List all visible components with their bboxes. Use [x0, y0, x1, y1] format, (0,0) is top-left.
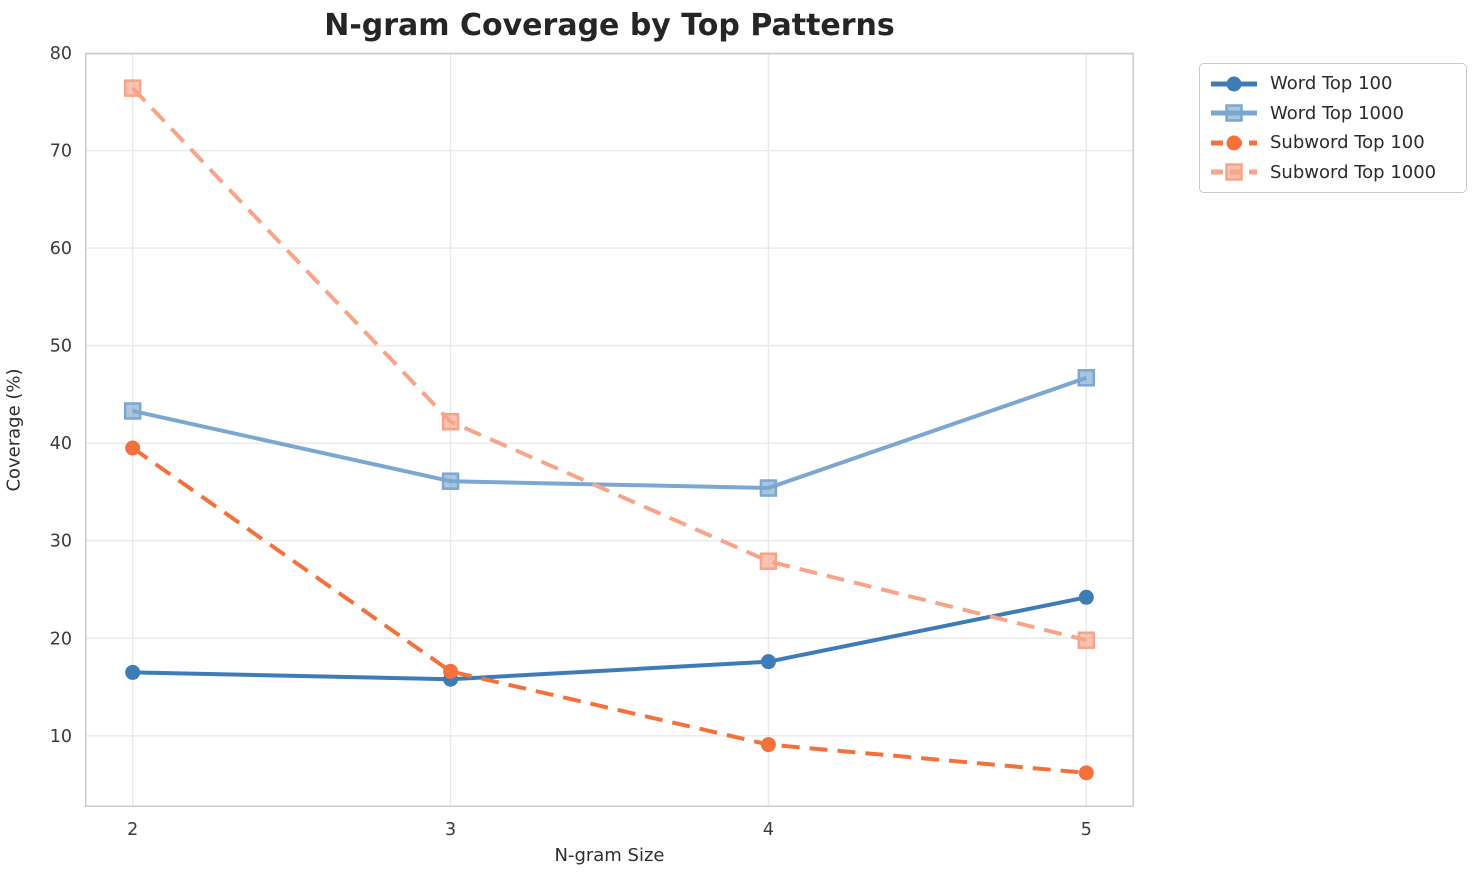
- legend: Word Top 100 Word Top 1000 Subword Top 100…: [1199, 63, 1467, 193]
- legend-marker-word-top-1000: [1211, 104, 1257, 122]
- y-tick-label-40: 40: [50, 434, 72, 454]
- marker-subword-top-1000-x5: [1077, 631, 1096, 649]
- marker-word-top-1000-x5: [1077, 369, 1096, 387]
- y-tick-label-50: 50: [50, 337, 72, 357]
- y-tick-label-60: 60: [50, 239, 72, 259]
- legend-item-word-top-100: Word Top 100: [1210, 73, 1456, 94]
- legend-label-word-top-100: Word Top 100: [1270, 73, 1393, 95]
- marker-word-top-1000-x3: [441, 472, 460, 490]
- x-tick-label-5: 5: [1081, 820, 1092, 840]
- x-tick-label-4: 4: [763, 820, 774, 840]
- series-line-word-top-1000: [132, 375, 1087, 491]
- x-tick-label-2: 2: [127, 820, 138, 840]
- y-axis-label: Coverage (%): [3, 368, 25, 492]
- y-tick-label-20: 20: [50, 629, 72, 649]
- marker-word-top-1000-x2: [123, 402, 142, 420]
- axes-spines: [85, 53, 1134, 807]
- chart-title: N-gram Coverage by Top Patterns: [324, 8, 895, 43]
- y-tick-label-70: 70: [50, 142, 72, 162]
- marker-subword-top-100-x5: [1078, 765, 1094, 781]
- x-tick-label-3: 3: [445, 820, 456, 840]
- legend-label-subword-top-100: Subword Top 100: [1270, 132, 1425, 154]
- marker-subword-top-100-x4: [760, 737, 776, 753]
- marker-word-top-100-x2: [125, 664, 141, 680]
- legend-marker-subword-top-1000: [1211, 163, 1257, 181]
- marker-subword-top-1000-x4: [759, 552, 778, 570]
- legend-marker-subword-top-100: [1211, 135, 1257, 151]
- marker-subword-top-100-x3: [443, 663, 459, 679]
- legend-label-subword-top-1000: Subword Top 1000: [1270, 161, 1437, 183]
- series-line-word-top-100: [132, 595, 1087, 682]
- x-axis-label: N-gram Size: [554, 845, 665, 866]
- legend-item-subword-top-100: Subword Top 100: [1210, 132, 1456, 153]
- marker-word-top-1000-x4: [759, 479, 778, 497]
- legend-item-word-top-1000: Word Top 1000: [1210, 103, 1456, 124]
- marker-word-top-100-x4: [760, 654, 776, 670]
- y-tick-label-80: 80: [50, 44, 72, 64]
- marker-word-top-100-x5: [1078, 589, 1094, 605]
- y-tick-label-10: 10: [50, 727, 72, 747]
- series-line-subword-top-100: [131, 446, 1087, 775]
- legend-marker-word-top-100: [1211, 76, 1257, 92]
- legend-label-word-top-1000: Word Top 1000: [1270, 102, 1404, 124]
- marker-subword-top-1000-x3: [441, 412, 460, 431]
- marker-subword-top-100-x2: [125, 440, 141, 456]
- legend-item-subword-top-1000: Subword Top 1000: [1210, 162, 1456, 183]
- y-tick-label-30: 30: [50, 532, 72, 552]
- plot-area: 10 20 30 40 50 60 70 80 2 3 4 5: [50, 44, 1134, 840]
- series-line-subword-top-1000: [131, 86, 1087, 643]
- marker-subword-top-1000-x2: [123, 79, 142, 97]
